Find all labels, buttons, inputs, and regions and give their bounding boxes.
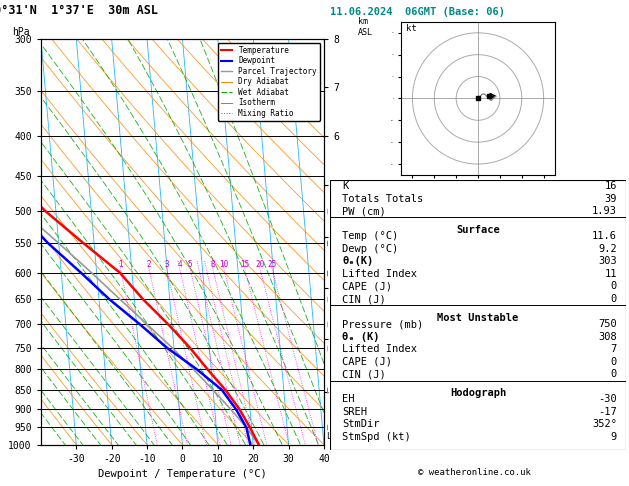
Text: Totals Totals: Totals Totals: [342, 193, 423, 204]
Text: hPa: hPa: [13, 27, 30, 37]
Text: 15: 15: [240, 260, 249, 269]
Text: 303: 303: [598, 257, 617, 266]
Text: 1.93: 1.93: [592, 206, 617, 216]
Text: Surface: Surface: [456, 225, 500, 235]
Text: 308: 308: [598, 331, 617, 342]
Text: 0: 0: [611, 281, 617, 292]
Text: Pressure (mb): Pressure (mb): [342, 319, 423, 329]
Text: -17: -17: [598, 407, 617, 417]
Text: -30: -30: [598, 394, 617, 404]
Text: 10: 10: [220, 260, 228, 269]
Legend: Temperature, Dewpoint, Parcel Trajectory, Dry Adiabat, Wet Adiabat, Isotherm, Mi: Temperature, Dewpoint, Parcel Trajectory…: [218, 43, 320, 121]
Text: 20: 20: [255, 260, 265, 269]
Text: LCL: LCL: [326, 432, 341, 441]
Text: 50°31'N  1°37'E  30m ASL: 50°31'N 1°37'E 30m ASL: [0, 4, 158, 17]
X-axis label: Dewpoint / Temperature (°C): Dewpoint / Temperature (°C): [98, 469, 267, 479]
Text: StmDir: StmDir: [342, 419, 379, 430]
Text: 11.6: 11.6: [592, 231, 617, 241]
Text: Temp (°C): Temp (°C): [342, 231, 398, 241]
Text: 3: 3: [164, 260, 169, 269]
Text: 0: 0: [611, 357, 617, 367]
Text: 9: 9: [611, 432, 617, 442]
Text: Most Unstable: Most Unstable: [437, 313, 519, 323]
Text: K: K: [342, 181, 348, 191]
Text: θₑ (K): θₑ (K): [342, 331, 379, 342]
Text: 11: 11: [604, 269, 617, 279]
Text: θₑ(K): θₑ(K): [342, 257, 373, 266]
Text: SREH: SREH: [342, 407, 367, 417]
Text: Hodograph: Hodograph: [450, 388, 506, 398]
Text: 1: 1: [118, 260, 123, 269]
Text: Dewp (°C): Dewp (°C): [342, 244, 398, 254]
Text: Lifted Index: Lifted Index: [342, 269, 417, 279]
Text: 25: 25: [267, 260, 277, 269]
Text: 0: 0: [611, 369, 617, 379]
Text: 8: 8: [211, 260, 215, 269]
Text: 11.06.2024  06GMT (Base: 06): 11.06.2024 06GMT (Base: 06): [330, 6, 505, 17]
Text: CAPE (J): CAPE (J): [342, 357, 392, 367]
Text: © weatheronline.co.uk: © weatheronline.co.uk: [418, 468, 532, 477]
Text: 16: 16: [604, 181, 617, 191]
Text: StmSpd (kt): StmSpd (kt): [342, 432, 411, 442]
Text: 7: 7: [611, 344, 617, 354]
Text: PW (cm): PW (cm): [342, 206, 386, 216]
Text: 4: 4: [177, 260, 182, 269]
Text: 352°: 352°: [592, 419, 617, 430]
Text: 39: 39: [604, 193, 617, 204]
Text: CIN (J): CIN (J): [342, 294, 386, 304]
Text: 750: 750: [598, 319, 617, 329]
Text: Lifted Index: Lifted Index: [342, 344, 417, 354]
Text: km
ASL: km ASL: [358, 17, 373, 37]
Text: CAPE (J): CAPE (J): [342, 281, 392, 292]
Text: CIN (J): CIN (J): [342, 369, 386, 379]
Text: 2: 2: [147, 260, 152, 269]
Text: kt: kt: [406, 24, 416, 33]
Text: 9.2: 9.2: [598, 244, 617, 254]
Text: EH: EH: [342, 394, 355, 404]
Text: 0: 0: [611, 294, 617, 304]
Text: 5: 5: [188, 260, 192, 269]
